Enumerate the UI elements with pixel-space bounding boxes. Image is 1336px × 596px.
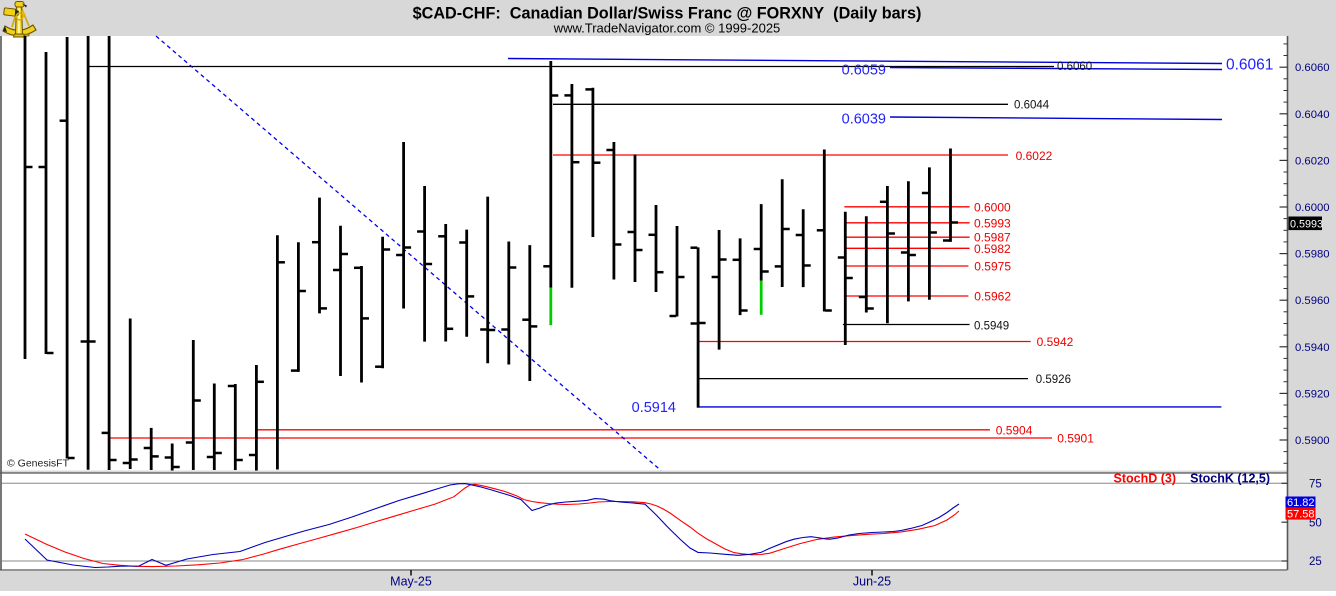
svg-text:0.5987: 0.5987 bbox=[974, 231, 1011, 245]
svg-text:0.5962: 0.5962 bbox=[974, 290, 1011, 304]
svg-text:0.6000: 0.6000 bbox=[1295, 202, 1330, 214]
svg-text:0.5982: 0.5982 bbox=[974, 242, 1011, 256]
svg-text:0.6059: 0.6059 bbox=[842, 63, 886, 79]
svg-text:0.5960: 0.5960 bbox=[1295, 295, 1330, 307]
svg-text:0.6000: 0.6000 bbox=[974, 200, 1011, 214]
svg-text:75: 75 bbox=[1309, 479, 1322, 491]
svg-text:May-25: May-25 bbox=[390, 575, 432, 589]
svg-text:0.5901: 0.5901 bbox=[1057, 432, 1094, 446]
svg-text:0.6022: 0.6022 bbox=[1016, 149, 1053, 163]
svg-text:0.5900: 0.5900 bbox=[1295, 435, 1330, 447]
svg-text:0.6060: 0.6060 bbox=[1057, 61, 1092, 73]
svg-text:0.5993: 0.5993 bbox=[1290, 218, 1323, 230]
svg-text:0.6060: 0.6060 bbox=[1295, 62, 1330, 74]
svg-text:0.5904: 0.5904 bbox=[996, 423, 1033, 437]
svg-text:0.5942: 0.5942 bbox=[1037, 335, 1074, 349]
svg-text:0.6040: 0.6040 bbox=[1295, 109, 1330, 121]
svg-text:0.6020: 0.6020 bbox=[1295, 155, 1330, 167]
svg-text:0.6044: 0.6044 bbox=[1014, 100, 1050, 112]
svg-text:0.5975: 0.5975 bbox=[974, 260, 1011, 274]
svg-text:0.5926: 0.5926 bbox=[1036, 374, 1071, 386]
svg-text:StochK (12,5): StochK (12,5) bbox=[1190, 472, 1270, 486]
svg-text:0.6039: 0.6039 bbox=[842, 112, 886, 128]
svg-text:61.82: 61.82 bbox=[1287, 497, 1315, 509]
svg-text:$CAD-CHF: Canadian Dollar/Swi: $CAD-CHF: Canadian Dollar/Swiss Franc @ … bbox=[413, 5, 922, 23]
svg-text:0.5949: 0.5949 bbox=[974, 320, 1009, 332]
svg-text:0.5980: 0.5980 bbox=[1295, 249, 1330, 261]
svg-text:50: 50 bbox=[1309, 517, 1322, 529]
svg-text:www.TradeNavigator.com © 1999-: www.TradeNavigator.com © 1999-2025 bbox=[553, 21, 781, 36]
svg-text:0.5920: 0.5920 bbox=[1295, 388, 1330, 400]
svg-text:StochD (3): StochD (3) bbox=[1114, 472, 1177, 486]
svg-text:57.58: 57.58 bbox=[1287, 508, 1315, 520]
svg-text:0.6061: 0.6061 bbox=[1226, 57, 1273, 74]
svg-text:© GenesisFT: © GenesisFT bbox=[7, 458, 70, 470]
svg-text:0.5914: 0.5914 bbox=[632, 400, 676, 416]
svg-text:0.5940: 0.5940 bbox=[1295, 342, 1330, 354]
svg-text:Jun-25: Jun-25 bbox=[853, 575, 891, 589]
svg-text:0.5993: 0.5993 bbox=[974, 216, 1011, 230]
svg-text:25: 25 bbox=[1309, 556, 1322, 568]
